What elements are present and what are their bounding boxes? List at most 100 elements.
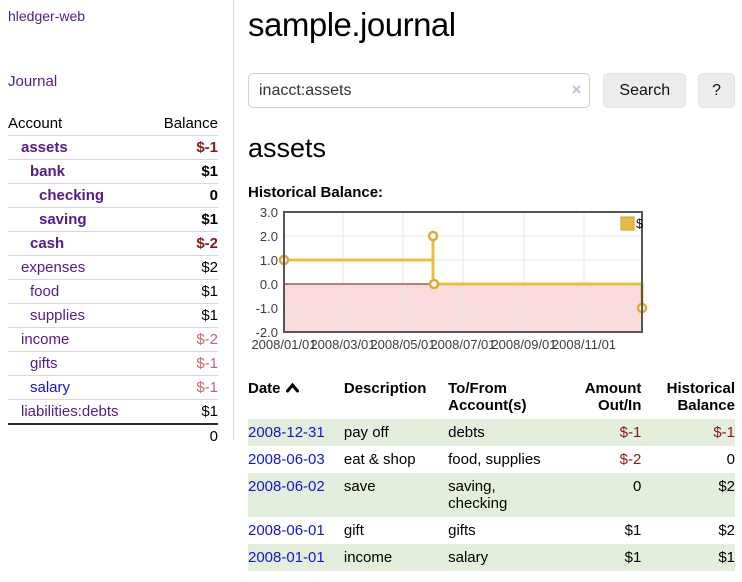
search-button[interactable]: Search <box>603 73 687 108</box>
table-row: 2008-06-01 gift gifts $1 $2 <box>248 517 735 544</box>
sidebar-item-journal[interactable]: Journal <box>8 73 58 90</box>
date-link[interactable]: 2008-06-03 <box>248 451 325 468</box>
register-header-date-label: Date <box>248 380 281 397</box>
account-balance: $1 <box>201 403 218 420</box>
sort-ascending-icon <box>285 380 299 397</box>
txn-balance: $2 <box>641 473 735 517</box>
txn-description: eat & shop <box>343 451 416 468</box>
account-link-expenses[interactable]: expenses <box>21 259 86 276</box>
sidebar-divider <box>233 0 234 440</box>
txn-amount: 0 <box>564 473 642 517</box>
svg-text:-1.0: -1.0 <box>256 301 278 316</box>
search-form: × Search ? <box>248 73 735 108</box>
txn-description: pay off <box>343 419 449 446</box>
table-row: 2008-12-31 pay off debts $-1 $-1 <box>248 419 735 446</box>
table-row: food $1 <box>8 279 218 304</box>
account-balance: $1 <box>201 283 218 300</box>
account-balance: $-1 <box>196 379 218 396</box>
svg-text:2008/05/01: 2008/05/01 <box>370 337 435 352</box>
svg-text:2008/09/01: 2008/09/01 <box>491 337 556 352</box>
y-axis-ticks: 3.0 2.0 1.0 0.0 -1.0 -2.0 <box>256 205 278 340</box>
accounts-total-value: 0 <box>209 428 218 445</box>
txn-accounts: gifts <box>448 522 476 539</box>
account-link-supplies[interactable]: supplies <box>30 307 86 324</box>
accounts-header-balance: Balance <box>163 115 218 132</box>
account-link-checking[interactable]: checking <box>39 187 105 204</box>
account-link-food[interactable]: food <box>30 283 60 300</box>
txn-amount: $1 <box>624 522 642 539</box>
svg-text:2008/07/01: 2008/07/01 <box>430 337 495 352</box>
account-link-cash[interactable]: cash <box>30 235 65 252</box>
account-balance: 0 <box>209 187 218 204</box>
account-link-salary[interactable]: salary <box>30 379 71 396</box>
date-link[interactable]: 2008-01-01 <box>248 549 325 566</box>
account-link-income[interactable]: income <box>21 331 70 348</box>
register-header-balance: Historical Balance <box>666 380 735 414</box>
clear-search-icon[interactable]: × <box>571 80 582 99</box>
table-row: cash $-2 <box>8 231 218 256</box>
legend-swatch-icon <box>620 216 635 231</box>
account-link-saving[interactable]: saving <box>39 211 87 228</box>
svg-text:2.0: 2.0 <box>260 229 278 244</box>
svg-text:2008/11/01: 2008/11/01 <box>552 337 616 352</box>
account-balance: $1 <box>201 307 218 324</box>
txn-accounts: salary <box>448 544 565 571</box>
txn-balance: 0 <box>726 451 735 468</box>
table-row: gifts $-1 <box>8 351 218 376</box>
table-row: liabilities:debts $1 <box>8 399 218 425</box>
txn-description: gift <box>343 522 364 539</box>
txn-balance: $-1 <box>641 419 735 446</box>
register-header-description: Description <box>343 380 427 397</box>
account-link-assets[interactable]: assets <box>21 139 68 156</box>
x-axis-ticks: 2008/01/01 2008/03/01 2008/05/01 2008/07… <box>251 337 616 352</box>
accounts-table: Account Balance assets $-1 bank $1 check… <box>8 112 218 448</box>
date-link[interactable]: 2008-12-31 <box>248 424 325 441</box>
svg-text:1.0: 1.0 <box>260 253 278 268</box>
txn-description: save <box>343 473 449 517</box>
account-link-gifts[interactable]: gifts <box>30 355 58 372</box>
txn-balance: $2 <box>718 522 735 539</box>
table-row: 2008-06-02 save saving, checking 0 $2 <box>248 473 735 517</box>
account-balance: $1 <box>201 163 218 180</box>
date-link[interactable]: 2008-06-02 <box>248 478 325 495</box>
help-button[interactable]: ? <box>698 73 735 108</box>
register-header-tofrom: To/From Account(s) <box>448 380 527 414</box>
account-balance: $-2 <box>196 331 218 348</box>
svg-text:2008/03/01: 2008/03/01 <box>310 337 375 352</box>
txn-accounts: food, supplies <box>448 451 541 468</box>
table-row: checking 0 <box>8 183 218 208</box>
search-input[interactable] <box>248 73 591 108</box>
account-balance: $-1 <box>196 139 218 156</box>
account-heading: assets <box>248 133 327 163</box>
chart-heading: Historical Balance: <box>248 184 384 201</box>
txn-amount: $-2 <box>619 451 642 468</box>
svg-text:-2.0: -2.0 <box>256 325 278 340</box>
svg-text:3.0: 3.0 <box>260 205 278 220</box>
account-balance: $-1 <box>196 355 218 372</box>
table-row: 2008-06-03 eat & shop food, supplies $-2… <box>248 446 735 473</box>
chart-border <box>283 211 643 333</box>
date-link[interactable]: 2008-06-01 <box>248 522 325 539</box>
legend-label: $ <box>636 216 644 231</box>
txn-description: income <box>343 544 449 571</box>
register-header-date[interactable]: Date <box>248 375 344 419</box>
app-brand-link[interactable]: hledger-web <box>8 8 86 24</box>
txn-amount: $1 <box>564 544 642 571</box>
table-row: supplies $1 <box>8 303 218 328</box>
txn-accounts: debts <box>448 419 565 446</box>
txn-balance: $1 <box>641 544 735 571</box>
page-title: sample.journal <box>248 6 456 43</box>
account-link-bank[interactable]: bank <box>30 163 66 180</box>
historical-balance-chart: $ 3.0 2.0 1.0 0.0 -1.0 -2.0 2008/01/01 2… <box>248 205 735 358</box>
sidebar: hledger-web Journal Account Balance asse… <box>0 0 233 448</box>
account-link-liabilities-debts[interactable]: liabilities:debts <box>21 403 119 420</box>
table-row: bank $1 <box>8 159 218 184</box>
svg-text:0.0: 0.0 <box>260 277 278 292</box>
chart-gridlines <box>284 212 642 332</box>
accounts-header-account: Account <box>8 115 63 132</box>
accounts-total-row: 0 <box>8 424 218 448</box>
chart-legend: $ <box>620 216 644 231</box>
table-row: expenses $2 <box>8 255 218 280</box>
account-balance: $-2 <box>196 235 218 252</box>
account-balance: $2 <box>201 259 218 276</box>
